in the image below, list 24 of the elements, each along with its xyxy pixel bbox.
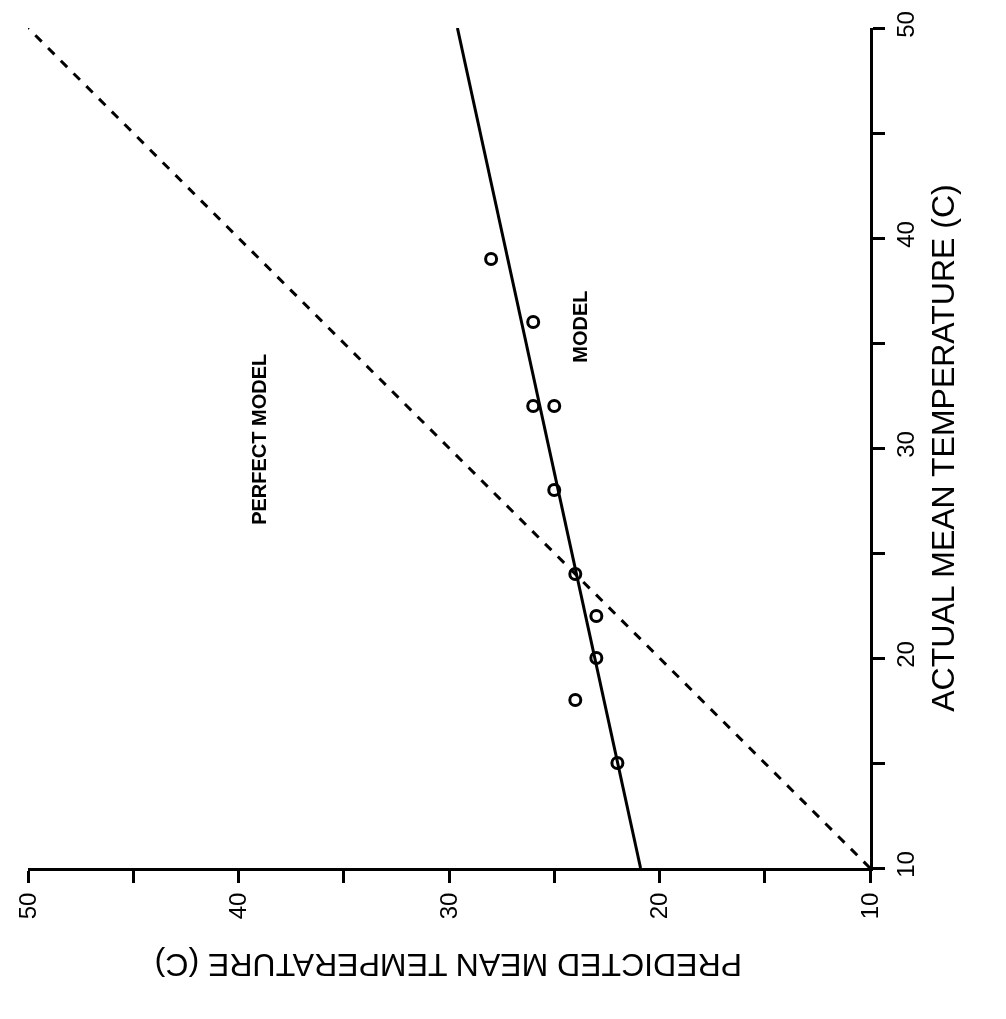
point — [568, 693, 583, 707]
x-axis-title: PREDICTED MEAN TEMPERATURE (C) — [154, 947, 742, 984]
x-tick-label: 50 — [13, 892, 41, 920]
annotation: MODEL — [568, 290, 591, 363]
y-tick-label: 50 — [891, 11, 919, 38]
point — [526, 315, 541, 329]
point — [589, 651, 604, 665]
point — [526, 399, 541, 413]
point — [547, 483, 562, 497]
point — [610, 756, 625, 770]
point — [589, 609, 604, 623]
point — [547, 399, 562, 413]
point — [568, 567, 583, 581]
y-axis-title: ACTUAL MEAN TEMPERATURE (C) — [924, 184, 961, 712]
x-tick-label: 20 — [645, 892, 673, 920]
y-tick-label: 10 — [891, 851, 919, 878]
y-tick-label: 30 — [891, 431, 919, 458]
y-tick-label: 20 — [891, 641, 919, 668]
x-tick-label: 40 — [224, 892, 252, 920]
x-tick-label: 30 — [434, 892, 462, 920]
point — [484, 252, 499, 266]
x-tick-label: 10 — [855, 892, 883, 920]
y-tick-label: 40 — [891, 221, 919, 248]
annotation: PERFECT MODEL — [247, 353, 270, 525]
